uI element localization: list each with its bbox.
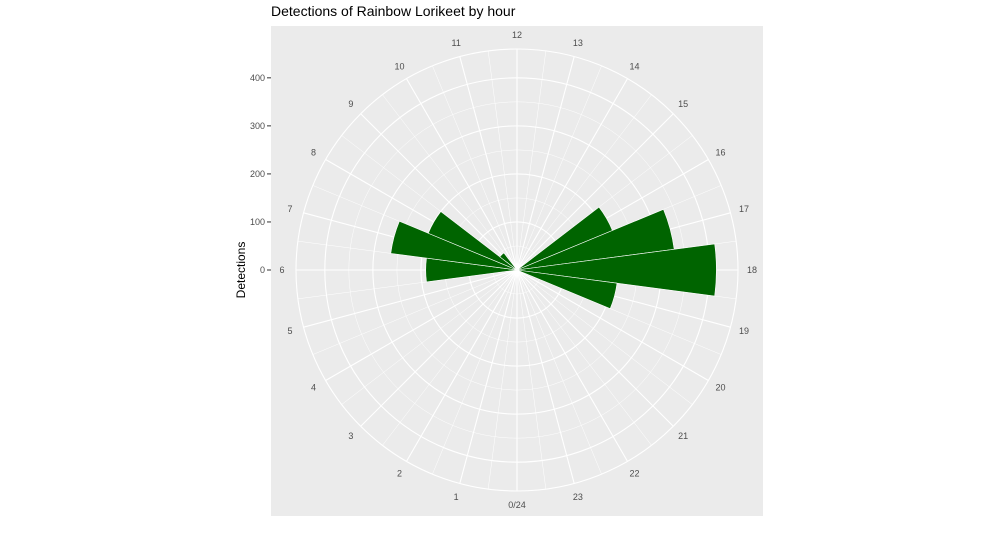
minor-spoke <box>382 94 518 271</box>
minor-spoke <box>487 50 518 271</box>
major-spoke <box>516 269 575 484</box>
minor-spoke <box>516 65 602 271</box>
major-spoke <box>516 269 628 462</box>
grid-layer <box>295 48 739 492</box>
bar-layer <box>390 206 717 310</box>
bar-hour-18 <box>516 243 717 297</box>
y-tick-label: 400 <box>250 73 265 83</box>
hour-label: 0/24 <box>508 500 526 510</box>
hour-label: 13 <box>573 38 583 48</box>
hour-label: 2 <box>397 469 402 479</box>
hour-label: 5 <box>287 326 292 336</box>
hour-label: 10 <box>394 61 404 71</box>
y-tick-label: 0 <box>260 265 265 275</box>
minor-spoke <box>487 269 518 490</box>
hour-label: 23 <box>573 492 583 502</box>
major-spoke <box>459 56 518 271</box>
minor-spoke <box>516 269 547 490</box>
major-spoke <box>516 78 628 271</box>
minor-spoke <box>432 65 518 271</box>
major-spoke <box>360 269 518 427</box>
bar-hour-8 <box>427 211 518 271</box>
y-axis: 0 100 200 300 400 <box>250 73 271 275</box>
major-spoke <box>303 269 518 328</box>
hour-label: 1 <box>454 492 459 502</box>
y-axis-label: Detections <box>234 242 248 299</box>
minor-spoke <box>516 269 602 475</box>
minor-spoke <box>341 269 518 405</box>
major-spoke <box>516 56 575 271</box>
hour-label: 15 <box>678 99 688 109</box>
hour-label: 11 <box>452 38 461 48</box>
bar-hour-19 <box>516 269 618 310</box>
hour-label: 21 <box>678 431 688 441</box>
hour-label: 17 <box>739 204 749 214</box>
hour-label: 20 <box>716 383 726 393</box>
hour-label: 14 <box>629 61 639 71</box>
hour-label: 12 <box>512 30 522 40</box>
hour-label: 19 <box>739 326 749 336</box>
hour-label: 7 <box>287 204 292 214</box>
minor-spoke <box>516 94 652 271</box>
chart-title: Detections of Rainbow Lorikeet by hour <box>271 3 516 19</box>
major-spoke <box>459 269 518 484</box>
y-tick-label: 300 <box>250 121 265 131</box>
major-spoke <box>325 269 518 381</box>
hour-label: 8 <box>311 148 316 158</box>
hour-label: 4 <box>311 383 316 393</box>
minor-spoke <box>516 269 693 405</box>
hour-labels: 0/24123456789101112131415161718192021222… <box>279 30 757 510</box>
major-spoke <box>406 78 518 271</box>
hour-label: 16 <box>716 148 726 158</box>
hour-label: 3 <box>348 431 353 441</box>
major-spoke <box>516 113 674 271</box>
major-spoke <box>516 269 709 381</box>
major-spoke <box>516 269 674 427</box>
y-tick-label: 200 <box>250 169 265 179</box>
minor-spoke <box>432 269 518 475</box>
minor-spoke <box>382 269 518 446</box>
hour-label: 9 <box>348 99 353 109</box>
bar-hour-9 <box>499 252 518 271</box>
hour-label: 18 <box>747 265 757 275</box>
minor-spoke <box>312 269 518 355</box>
major-spoke <box>406 269 518 462</box>
hour-label: 6 <box>279 265 284 275</box>
major-spoke <box>360 113 518 271</box>
y-tick-label: 100 <box>250 217 265 227</box>
hour-label: 22 <box>629 469 639 479</box>
minor-spoke <box>516 50 547 271</box>
minor-spoke <box>516 269 652 446</box>
bar-hour-7 <box>390 220 518 271</box>
